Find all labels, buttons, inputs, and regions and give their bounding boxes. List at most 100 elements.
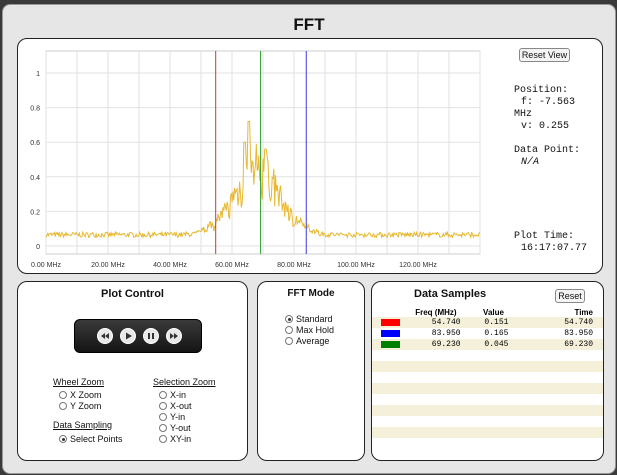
table-row: [372, 405, 603, 416]
plot-control-panel: Plot Control Wheel Zoom X Zoom Y Zoom Da…: [17, 281, 248, 461]
position-label: Position:: [514, 85, 569, 96]
empty-cell: [372, 361, 407, 372]
radio-max-hold[interactable]: Max Hold: [285, 325, 334, 335]
reset-view-button[interactable]: Reset View: [519, 48, 570, 62]
value-cell: 0.045: [484, 340, 509, 349]
time-cell: 69.230: [564, 340, 593, 349]
table-row: [372, 416, 603, 427]
empty-cell: [372, 427, 407, 438]
empty-cell: [372, 416, 407, 427]
position-v-value: v: 0.255: [521, 121, 570, 132]
color-swatch-cell: [372, 317, 407, 328]
empty-cell: [522, 361, 603, 372]
data-sampling-heading: Data Sampling: [53, 420, 113, 430]
column-header: Freq (MHz): [415, 308, 457, 317]
radio-button[interactable]: [285, 337, 293, 345]
radio-button[interactable]: [59, 402, 67, 410]
radio-y-in[interactable]: Y-in: [159, 412, 185, 422]
radio-button[interactable]: [59, 391, 67, 399]
data-point-value: N/A: [521, 157, 540, 168]
x-tick-label: 120.00 MHz: [399, 262, 437, 269]
radio-y-zoom[interactable]: Y Zoom: [59, 401, 101, 411]
pause-icon[interactable]: [143, 328, 159, 344]
value-cell: 0.151: [484, 318, 509, 327]
empty-cell: [372, 350, 407, 361]
empty-cell: [372, 383, 407, 394]
color-swatch: [381, 341, 400, 349]
wheel-zoom-heading: Wheel Zoom: [53, 377, 105, 387]
empty-cell: [407, 361, 464, 372]
empty-cell: [372, 394, 407, 405]
fast-forward-icon[interactable]: [166, 328, 182, 344]
plot-time-label: Plot Time:: [514, 231, 575, 242]
data-point-label: Data Point:: [514, 145, 581, 156]
radio-standard[interactable]: Standard: [285, 314, 333, 324]
play-icon[interactable]: [120, 328, 136, 344]
radio-label: XY-in: [170, 434, 192, 444]
y-tick-label: 0: [36, 244, 40, 251]
empty-cell: [465, 383, 523, 394]
color-swatch-cell: [372, 328, 407, 339]
x-tick-label: 40.00 MHz: [153, 262, 187, 269]
reset-samples-button[interactable]: Reset: [555, 289, 585, 303]
fft-trace: [45, 120, 481, 240]
radio-button[interactable]: [285, 326, 293, 334]
table-row: 69.230 0.045 69.230: [372, 339, 603, 350]
radio-button[interactable]: [285, 315, 293, 323]
empty-cell: [522, 405, 603, 416]
y-tick-label: 0.8: [30, 106, 40, 113]
empty-cell: [407, 383, 464, 394]
table-header-row: Freq (MHz) Value Time: [372, 308, 603, 317]
plot-time-value: 16:17:07.77: [521, 243, 588, 254]
radio-label: Average: [296, 336, 330, 346]
selection-zoom-heading: Selection Zoom: [153, 377, 216, 387]
radio-label: Select Points: [70, 434, 123, 444]
empty-cell: [522, 438, 603, 449]
column-header: [372, 308, 407, 317]
radio-x-out[interactable]: X-out: [159, 401, 192, 411]
table-row: [372, 394, 603, 405]
fft-mode-title: FFT Mode: [287, 288, 335, 299]
x-tick-label: 100.00 MHz: [337, 262, 375, 269]
table-row: [372, 427, 603, 438]
empty-cell: [407, 427, 464, 438]
table-row: 54.740 0.151 54.740: [372, 317, 603, 328]
table-row: [372, 361, 603, 372]
rewind-icon[interactable]: [97, 328, 113, 344]
samples-table: Freq (MHz) Value Time 54.740 0.151 54.740 8…: [372, 308, 603, 449]
fft-mode-panel: FFT Mode Standard Max Hold Average: [257, 281, 365, 461]
radio-button[interactable]: [159, 402, 167, 410]
plot-panel: 1 0.8 0.6 0.4 0.2 0 0.00 MHz 20.00 MHz 40.00 MHz…: [17, 38, 603, 274]
radio-y-out[interactable]: Y-out: [159, 423, 191, 433]
radio-button[interactable]: [159, 391, 167, 399]
radio-label: Y-in: [170, 412, 186, 422]
empty-cell: [465, 350, 523, 361]
radio-label: Standard: [296, 314, 333, 324]
radio-button[interactable]: [159, 435, 167, 443]
radio-select-points[interactable]: Select Points: [59, 434, 123, 444]
radio-button[interactable]: [159, 413, 167, 421]
empty-cell: [522, 350, 603, 361]
empty-cell: [407, 416, 464, 427]
empty-cell: [522, 394, 603, 405]
column-header: Value: [483, 308, 504, 317]
radio-average[interactable]: Average: [285, 336, 329, 346]
y-tick-label: 1: [36, 71, 40, 78]
radio-x-zoom[interactable]: X Zoom: [59, 390, 102, 400]
time-cell: 54.740: [564, 318, 593, 327]
radio-button[interactable]: [59, 435, 67, 443]
empty-cell: [522, 383, 603, 394]
y-tick-label: 0.6: [30, 140, 40, 147]
x-tick-label: 80.00 MHz: [277, 262, 311, 269]
radio-xy-in[interactable]: XY-in: [159, 434, 191, 444]
radio-button[interactable]: [159, 424, 167, 432]
empty-cell: [522, 427, 603, 438]
fft-plot[interactable]: 1 0.8 0.6 0.4 0.2 0 0.00 MHz 20.00 MHz 40.00 MHz…: [18, 39, 488, 273]
color-swatch: [381, 319, 400, 327]
empty-cell: [372, 372, 407, 383]
empty-cell: [407, 394, 464, 405]
radio-x-in[interactable]: X-in: [159, 390, 186, 400]
empty-cell: [465, 416, 523, 427]
freq-cell: 54.740: [431, 318, 461, 327]
radio-label: X Zoom: [70, 390, 102, 400]
